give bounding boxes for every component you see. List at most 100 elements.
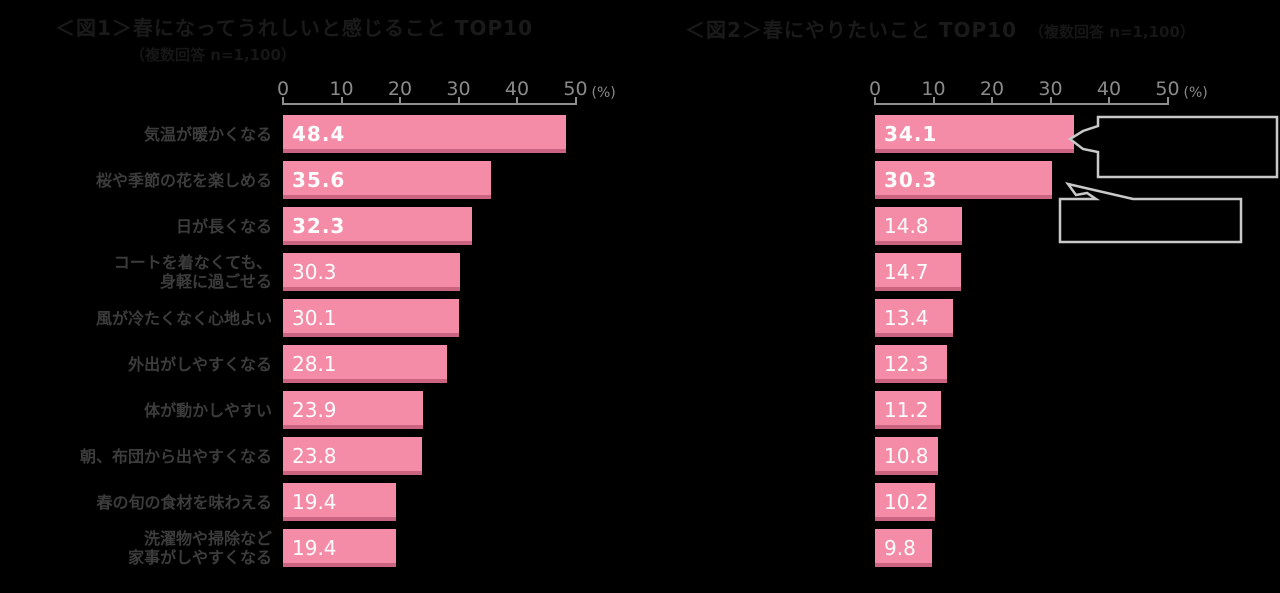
axis-tick-mark xyxy=(340,97,343,105)
bar-value: 23.8 xyxy=(292,444,337,468)
callout-2-bubble xyxy=(1058,182,1243,244)
bar-row: 洗濯物や掃除など 家事がしやすくなる 19.4 xyxy=(0,529,566,567)
axis-baseline xyxy=(874,103,1169,105)
bar-row: 14.8 xyxy=(875,207,1074,245)
axis-tick-label: 50 xyxy=(1155,78,1180,100)
bar-row: 体が動かしやすい 23.9 xyxy=(0,391,566,429)
bar-row: 春の旬の食材を味わえる 19.4 xyxy=(0,483,566,521)
bar: 32.3 xyxy=(283,207,472,245)
bar-value: 14.7 xyxy=(884,260,929,284)
bar: 9.8 xyxy=(875,529,932,567)
axis-tick-label: 30 xyxy=(1038,78,1063,100)
bar: 30.1 xyxy=(283,299,459,337)
axis-tick-label: 30 xyxy=(446,78,471,100)
axis-tick-label: 50 xyxy=(563,78,588,100)
axis-tick-mark xyxy=(932,97,935,105)
bar-row: コートを着なくても、 身軽に過ごせる 30.3 xyxy=(0,253,566,291)
bar-row: 30.3 xyxy=(875,161,1074,199)
bar: 19.4 xyxy=(283,529,396,567)
callout-1-bubble xyxy=(1067,115,1279,179)
bar-value: 9.8 xyxy=(884,536,916,560)
bar: 34.1 xyxy=(875,115,1074,153)
axis-tick-mark xyxy=(1108,97,1110,105)
bar: 48.4 xyxy=(283,115,566,153)
bar-value: 19.4 xyxy=(292,536,337,560)
axis-tick-mark xyxy=(516,97,518,105)
axis-tick-mark xyxy=(991,97,993,105)
bar-value: 12.3 xyxy=(884,352,929,376)
bar-row: 気温が暖かくなる 48.4 xyxy=(0,115,566,153)
bar: 28.1 xyxy=(283,345,447,383)
axis-tick-label: 10 xyxy=(329,78,354,100)
bar-value: 48.4 xyxy=(292,122,346,146)
bar-label: 日が長くなる xyxy=(175,216,272,236)
bar-label: コートを着なくても、 身軽に過ごせる xyxy=(113,253,272,291)
axis-tick-mark xyxy=(1166,97,1169,105)
axis-tick-label: 10 xyxy=(921,78,946,100)
bar-row: 日が長くなる 32.3 xyxy=(0,207,566,245)
bar-row: 外出がしやすくなる 28.1 xyxy=(0,345,566,383)
chart-1-subtitle: （複数回答 n=1,100） xyxy=(130,46,296,64)
bar-value: 30.3 xyxy=(884,168,938,192)
bar-row: 12.3 xyxy=(875,345,1074,383)
bar-value: 23.9 xyxy=(292,398,337,422)
bar-row: 桜や季節の花を楽しめる 35.6 xyxy=(0,161,566,199)
bar: 19.4 xyxy=(283,483,396,521)
chart-2-subtitle: （複数回答 n=1,100） xyxy=(1029,23,1195,41)
bar-label: 体が動かしやすい xyxy=(144,400,272,420)
bar: 11.2 xyxy=(875,391,941,429)
bar-value: 28.1 xyxy=(292,352,337,376)
bar: 10.2 xyxy=(875,483,935,521)
bar-row: 10.2 xyxy=(875,483,1074,521)
chart-1-title: ＜図1＞春になってうれしいと感じること TOP10 xyxy=(55,16,534,40)
axis-tick-mark xyxy=(874,97,876,105)
bar: 14.7 xyxy=(875,253,961,291)
axis-tick-mark xyxy=(1049,97,1052,105)
bar-value: 10.2 xyxy=(884,490,929,514)
bar-label: 桜や季節の花を楽しめる xyxy=(95,170,272,190)
axis-tick-label: 40 xyxy=(504,78,530,100)
bar: 12.3 xyxy=(875,345,947,383)
axis-tick-label: 0 xyxy=(868,78,882,100)
bar-value: 19.4 xyxy=(292,490,337,514)
axis-tick-label: 20 xyxy=(979,78,1005,100)
chart-1-rows: 気温が暖かくなる 48.4 桜や季節の花を楽しめる 35.6 日が長くなる 32.3 コート… xyxy=(0,115,566,567)
chart-2-title-group: ＜図2＞春にやりたいこと TOP10 （複数回答 n=1,100） xyxy=(685,14,1195,43)
bar-label: 洗濯物や掃除など 家事がしやすくなる xyxy=(128,529,272,567)
axis-tick-mark xyxy=(574,97,577,105)
bar-value: 32.3 xyxy=(292,214,346,238)
bar-row: 14.7 xyxy=(875,253,1074,291)
bar-row: 11.2 xyxy=(875,391,1074,429)
axis-tick-label: 0 xyxy=(276,78,290,100)
bar-label: 風が冷たくなく心地よい xyxy=(95,308,272,328)
bar-row: 13.4 xyxy=(875,299,1074,337)
bar-row: 10.8 xyxy=(875,437,1074,475)
bar-value: 34.1 xyxy=(884,122,938,146)
bar-row: 34.1 xyxy=(875,115,1074,153)
axis-tick-mark xyxy=(282,97,284,105)
bar-value: 30.3 xyxy=(292,260,337,284)
bar-label: 春の旬の食材を味わえる xyxy=(96,492,272,512)
bar-value: 30.1 xyxy=(292,306,337,330)
axis-unit-label: (%) xyxy=(1183,85,1208,101)
chart-2-title: ＜図2＞春にやりたいこと TOP10 xyxy=(685,18,1018,42)
axis-baseline xyxy=(282,103,577,105)
bar-value: 13.4 xyxy=(884,306,929,330)
axis-tick-label: 40 xyxy=(1096,78,1122,100)
bar-row: 9.8 xyxy=(875,529,1074,567)
axis-tick-label: 20 xyxy=(387,78,413,100)
bar-row: 風が冷たくなく心地よい 30.1 xyxy=(0,299,566,337)
bar: 35.6 xyxy=(283,161,491,199)
bar: 23.9 xyxy=(283,391,423,429)
bar-label: 外出がしやすくなる xyxy=(128,354,272,374)
bar: 13.4 xyxy=(875,299,953,337)
bar-value: 35.6 xyxy=(292,168,346,192)
bar-label: 朝、布団から出やすくなる xyxy=(79,446,272,466)
bar-label: 気温が暖かくなる xyxy=(143,124,272,144)
axis-tick-mark xyxy=(457,97,460,105)
bar-value: 10.8 xyxy=(884,444,929,468)
axis-unit-label: (%) xyxy=(591,85,616,101)
chart-2-rows: 34.1 30.3 14.8 14.7 13.4 12.3 11.2 10.8 10.2 9.8 xyxy=(875,115,1074,567)
bar: 23.8 xyxy=(283,437,422,475)
